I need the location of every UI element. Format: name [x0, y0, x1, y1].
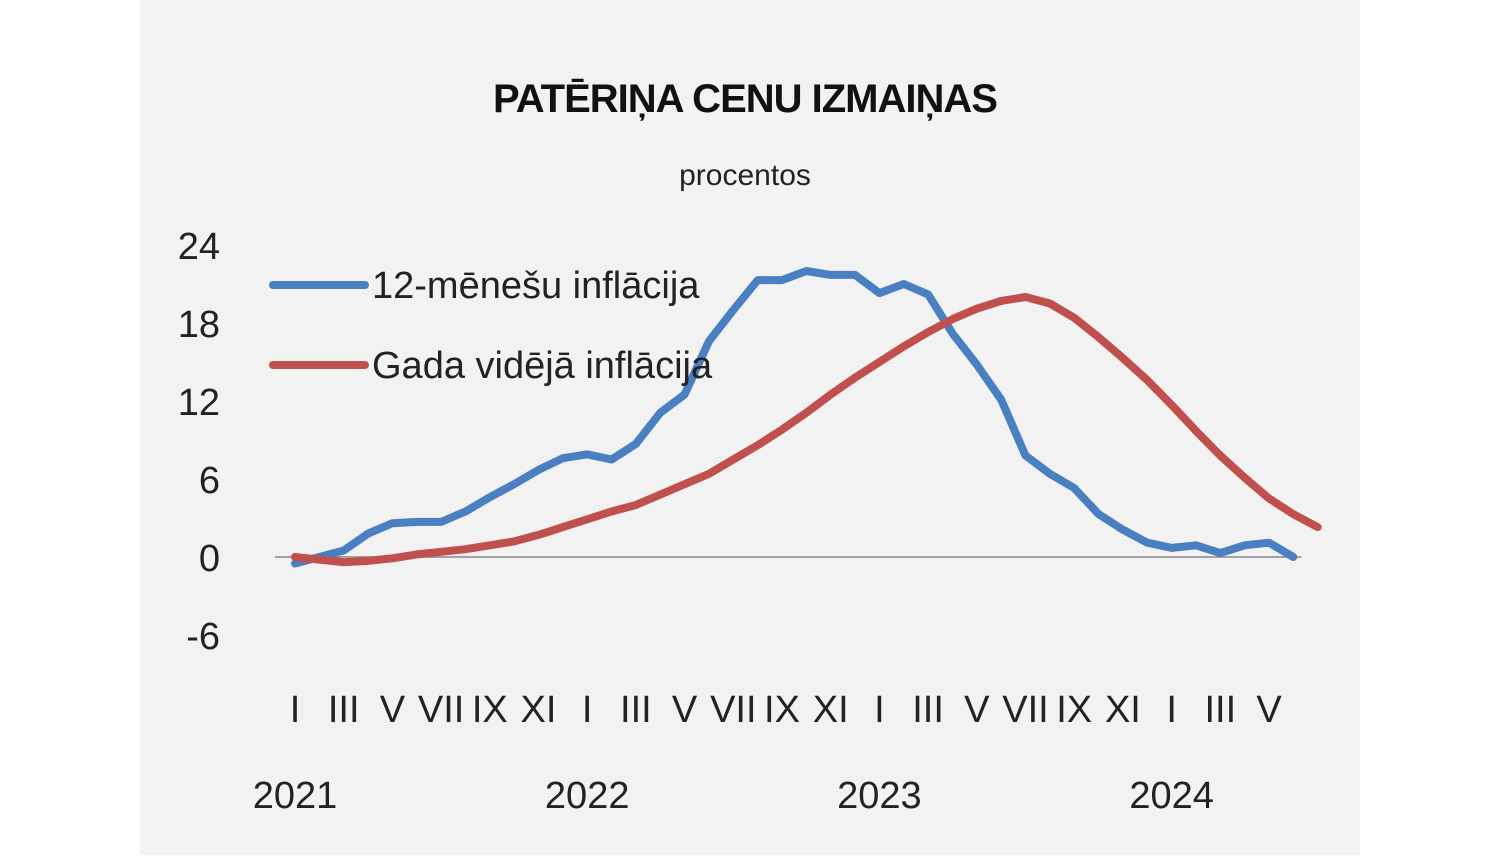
series-line-1 [291, 267, 1298, 568]
x-month-label: III [1204, 689, 1236, 731]
x-month-label: III [620, 689, 652, 731]
x-month-label: VII [710, 689, 756, 731]
x-month-label: I [290, 689, 301, 731]
x-month-label: V [964, 689, 990, 731]
y-axis-tick-labels: 24 18 12 6 0 -6 [178, 226, 220, 658]
x-axis-month-labels: I III V VII IX XI I III V VII IX XI I III V VII IX XI I III… [290, 689, 1283, 731]
x-year-label: 2022 [545, 775, 630, 817]
legend-label: 12-mēnešu inflācija [372, 265, 700, 307]
y-tick-label: 0 [199, 538, 220, 580]
y-tick-label: 24 [178, 226, 220, 268]
x-month-label: XI [1105, 689, 1141, 731]
x-month-label: V [380, 689, 406, 731]
x-month-label: I [874, 689, 885, 731]
x-month-label: V [1256, 689, 1282, 731]
y-tick-label: -6 [186, 616, 220, 658]
y-tick-label: 12 [178, 382, 220, 424]
x-month-label: XI [521, 689, 557, 731]
chart-panel: PATĒRIŅA CENU IZMAIŅAS procentos 24 18 12 6… [140, 0, 1360, 855]
x-month-label: IX [472, 689, 508, 731]
x-axis-year-labels: 2021 2022 2023 2024 [253, 775, 1214, 817]
legend: 12-mēnešu inflācija Gada vidējā inflācija [269, 265, 713, 387]
chart-title: PATĒRIŅA CENU IZMAIŅAS [493, 77, 997, 121]
x-year-label: 2024 [1129, 775, 1214, 817]
x-year-label: 2023 [837, 775, 922, 817]
series-lines [291, 267, 1322, 568]
y-tick-label: 6 [199, 460, 220, 502]
x-month-label: VII [1002, 689, 1048, 731]
x-month-label: IX [1056, 689, 1092, 731]
legend-label: Gada vidējā inflācija [372, 345, 713, 387]
x-month-label: III [328, 689, 360, 731]
chart-subtitle: procentos [679, 159, 811, 192]
inflation-chart: PATĒRIŅA CENU IZMAIŅAS procentos 24 18 12 6… [178, 77, 1322, 817]
x-month-label: VII [418, 689, 464, 731]
x-year-label: 2021 [253, 775, 338, 817]
series-line-2 [291, 293, 1322, 567]
x-month-label: I [582, 689, 593, 731]
y-tick-label: 18 [178, 304, 220, 346]
x-month-label: V [672, 689, 698, 731]
x-month-label: IX [764, 689, 800, 731]
x-month-label: I [1166, 689, 1177, 731]
x-month-label: III [912, 689, 944, 731]
x-month-label: XI [813, 689, 849, 731]
